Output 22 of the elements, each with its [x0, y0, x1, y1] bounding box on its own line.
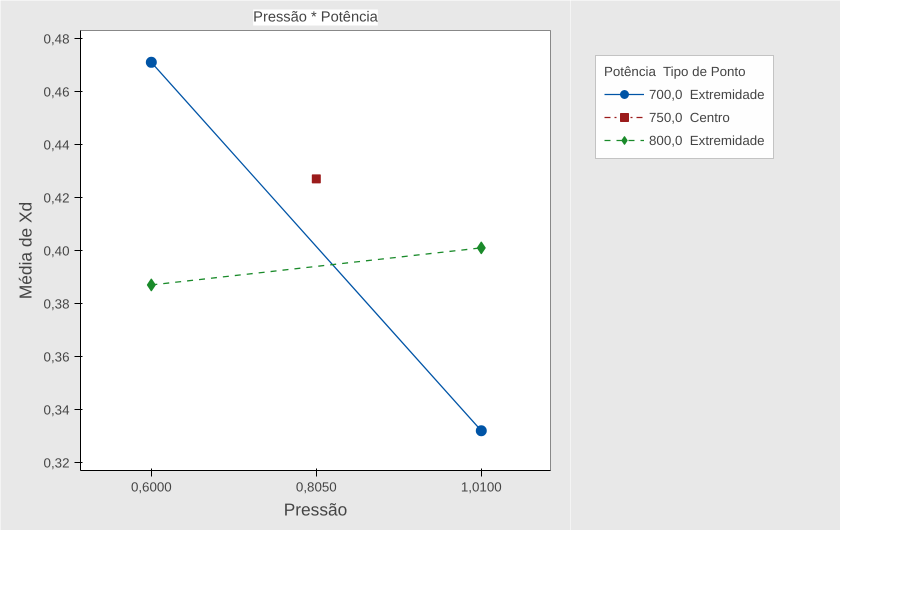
legend-label: 750,0 Centro	[649, 110, 730, 124]
x-tick-label: 0,8050	[296, 480, 337, 494]
y-tick-label: 0,44	[44, 137, 70, 152]
y-tick-label: 0,42	[44, 190, 70, 206]
legend-label: 700,0 Extremidade	[649, 86, 765, 102]
y-tick-label: 0,38	[44, 296, 70, 312]
y-tick-label: 0,46	[44, 84, 70, 100]
chart-title: Pressão * Potência	[253, 10, 379, 26]
y-tick-label: 0,40	[44, 244, 70, 258]
point	[476, 425, 487, 436]
point	[146, 56, 157, 68]
y-tick-label: 0,36	[44, 350, 70, 365]
x-axis-title: Pressão	[284, 500, 348, 520]
y-tick-label: 0,48	[44, 31, 70, 46]
x-tick-label: 1,0100	[460, 480, 502, 494]
legend-title: Potência Tipo de Ponto	[604, 64, 747, 79]
y-axis-title: Média de Xd	[16, 202, 36, 300]
point	[312, 174, 321, 184]
y-tick-label: 0,34	[44, 402, 70, 418]
y-tick-label: 0,32	[44, 456, 70, 471]
x-tick-label: 0,6000	[130, 480, 172, 494]
legend-label: 800,0 Extremidade	[649, 132, 765, 148]
